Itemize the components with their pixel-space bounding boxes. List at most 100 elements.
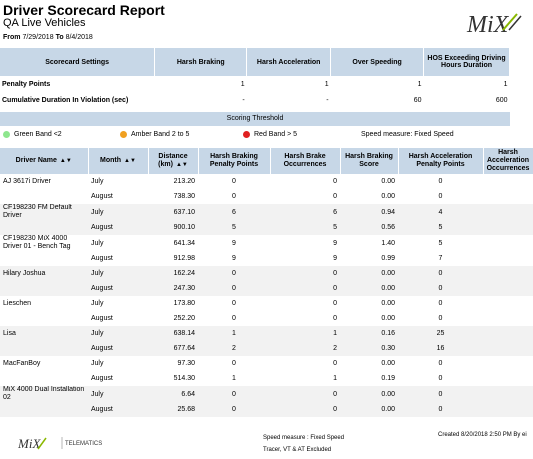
cell-distance: 247.30 [148, 281, 198, 296]
cell-hb-score: 0.00 [381, 360, 395, 367]
cell-hb-score: 0.30 [340, 341, 398, 356]
cell-hb-occurrences: 0 [333, 193, 337, 200]
cell-driver-name: AJ 3617i Driver [3, 177, 51, 185]
col-header-label: Harsh Acceleration Occurrences [486, 149, 530, 172]
cell-hb-occurrences: 0 [333, 360, 337, 367]
col-header-distance[interactable]: Distance (km) ▲▼ [148, 148, 199, 174]
settings-row-label: Penalty Points [2, 80, 51, 88]
cell-ha-penalty: 16 [398, 341, 483, 356]
settings-cell: 1 [324, 80, 329, 88]
cell-hb-score: 0.00 [381, 300, 395, 307]
cell-hb-occurrences: 0 [270, 281, 340, 296]
cell-driver-name: MiX 4000 Dual Installation 02 [0, 386, 88, 402]
cell-distance: 25.68 [148, 402, 198, 417]
col-header-ha-penalty[interactable]: Harsh Acceleration Penalty Points [398, 148, 484, 174]
cell-hb-penalty: 0 [232, 315, 236, 322]
col-header-driver-name[interactable]: Driver Name ▲▼ [0, 148, 89, 174]
col-header-hb-score[interactable]: Harsh Braking Score [340, 148, 399, 174]
cell-hb-occurrences: 9 [333, 239, 337, 247]
report-title: Driver Scorecard Report [3, 2, 165, 18]
from-date: 7/29/2018 [22, 34, 54, 41]
cell-ha-occurrences [483, 371, 533, 386]
cell-hb-penalty: 0 [198, 386, 270, 402]
cell-distance: 97.30 [177, 360, 195, 367]
table-row[interactable]: August 738.30 0 0 0.00 0 [0, 189, 533, 204]
col-header-hb-occurrences[interactable]: Harsh Brake Occurrences [270, 148, 341, 174]
cell-ha-occurrences [483, 341, 533, 356]
mix-telematics-logo: MiX TELEMATICS [18, 436, 102, 451]
col-header-hb-penalty[interactable]: Harsh Braking Penalty Points [198, 148, 271, 174]
cell-hb-score: 0.00 [381, 178, 395, 185]
cell-driver-name: CF198230 FM Default Driver [0, 204, 88, 220]
table-row[interactable]: August 247.30 0 0 0.00 0 [0, 281, 533, 296]
to-date: 8/4/2018 [65, 34, 93, 41]
settings-row-duration: Cumulative Duration In Violation (sec) -… [0, 92, 510, 108]
col-header-label: Harsh Braking Penalty Points [209, 153, 259, 168]
logo-text: MiX [466, 12, 510, 38]
cell-ha-penalty: 0 [398, 386, 483, 402]
legend-green: Green Band <2 [3, 130, 62, 140]
sort-icon[interactable]: ▲▼ [59, 158, 72, 164]
table-row[interactable]: Lisa July 638.14 1 1 0.16 25 [0, 326, 533, 341]
cell-distance: 252.20 [173, 315, 195, 322]
table-row[interactable]: MacFanBoy July 97.30 0 0 0.00 0 [0, 356, 533, 371]
cell-hb-occurrences: 1 [270, 326, 340, 341]
table-row[interactable]: August 900.10 5 5 0.56 5 [0, 220, 533, 235]
settings-cell: 1 [417, 80, 422, 88]
table-row[interactable]: CF198230 MiX 4000 Driver 01 - Bench Tag J… [0, 235, 533, 251]
cell-month: July [88, 386, 148, 402]
cell-hb-score: 0.99 [381, 255, 395, 262]
cell-ha-occurrences [483, 204, 533, 220]
table-row[interactable]: CF198230 FM Default Driver July 637.10 6 6 0.… [0, 204, 533, 220]
col-header-label: Harsh Brake Occurrences [283, 153, 327, 168]
settings-row-label: Cumulative Duration In Violation (sec) [2, 96, 129, 104]
cell-hb-occurrences: 5 [270, 220, 340, 235]
table-row[interactable]: MiX 4000 Dual Installation 02 July 6.64 0 0 0… [0, 386, 533, 402]
table-row[interactable]: August 25.68 0 0 0.00 0 [0, 402, 533, 417]
scoring-threshold-header: Scoring Threshold [0, 112, 510, 126]
cell-ha-penalty: 7 [438, 255, 443, 262]
cell-hb-penalty: 0 [198, 402, 270, 417]
table-row[interactable]: AJ 3617i Driver July 213.20 0 0 0.00 0 [0, 174, 533, 189]
col-header-label: Distance (km) [158, 153, 188, 168]
cell-hb-penalty: 0 [198, 281, 270, 296]
col-header-label: Driver Name [15, 157, 57, 164]
table-row[interactable]: Lieschen July 173.80 0 0 0.00 0 [0, 296, 533, 311]
cell-distance: 738.30 [173, 193, 195, 200]
cell-month: August [91, 255, 113, 262]
footer-logo-slash [37, 437, 47, 450]
cell-hb-penalty: 0 [232, 360, 236, 367]
cell-ha-occurrences [483, 402, 533, 417]
cell-ha-penalty: 0 [438, 193, 443, 200]
cell-month: July [88, 266, 148, 281]
table-row[interactable]: August 912.98 9 9 0.99 7 [0, 251, 533, 266]
cell-month: August [88, 341, 148, 356]
cell-hb-occurrences: 0 [270, 266, 340, 281]
cell-ha-occurrences [483, 356, 533, 371]
table-row[interactable]: August 514.30 1 1 0.19 0 [0, 371, 533, 386]
col-header-month[interactable]: Month ▲▼ [88, 148, 149, 174]
col-header-label: Month [100, 157, 122, 164]
col-header-ha-occurrences[interactable]: Harsh Acceleration Occurrences [483, 148, 533, 174]
cell-distance: 213.20 [173, 178, 195, 185]
table-row[interactable]: August 677.64 2 2 0.30 16 [0, 341, 533, 356]
cell-hb-penalty: 0 [232, 193, 236, 200]
table-row[interactable]: August 252.20 0 0 0.00 0 [0, 311, 533, 326]
cell-ha-occurrences [483, 251, 533, 266]
sort-icon[interactable]: ▲▼ [124, 158, 136, 164]
col-header-label: Harsh Acceleration Penalty Points [408, 153, 473, 168]
cell-hb-score: 0.00 [340, 266, 398, 281]
sort-icon[interactable]: ▲▼ [175, 162, 188, 168]
mix-logo: MiX [466, 12, 522, 38]
cell-distance: 6.64 [148, 386, 198, 402]
cell-ha-occurrences [483, 220, 533, 235]
table-row[interactable]: Hilary Joshua July 162.24 0 0 0.00 0 [0, 266, 533, 281]
settings-col-header: Over Speeding [330, 48, 425, 76]
settings-cell: 1 [240, 80, 245, 88]
cell-ha-penalty: 0 [398, 266, 483, 281]
cell-ha-occurrences [483, 311, 533, 326]
cell-driver-name: MacFanBoy [3, 359, 41, 367]
settings-cell: 600 [495, 96, 508, 104]
cell-distance: 162.24 [148, 266, 198, 281]
cell-distance: 641.34 [173, 239, 195, 247]
